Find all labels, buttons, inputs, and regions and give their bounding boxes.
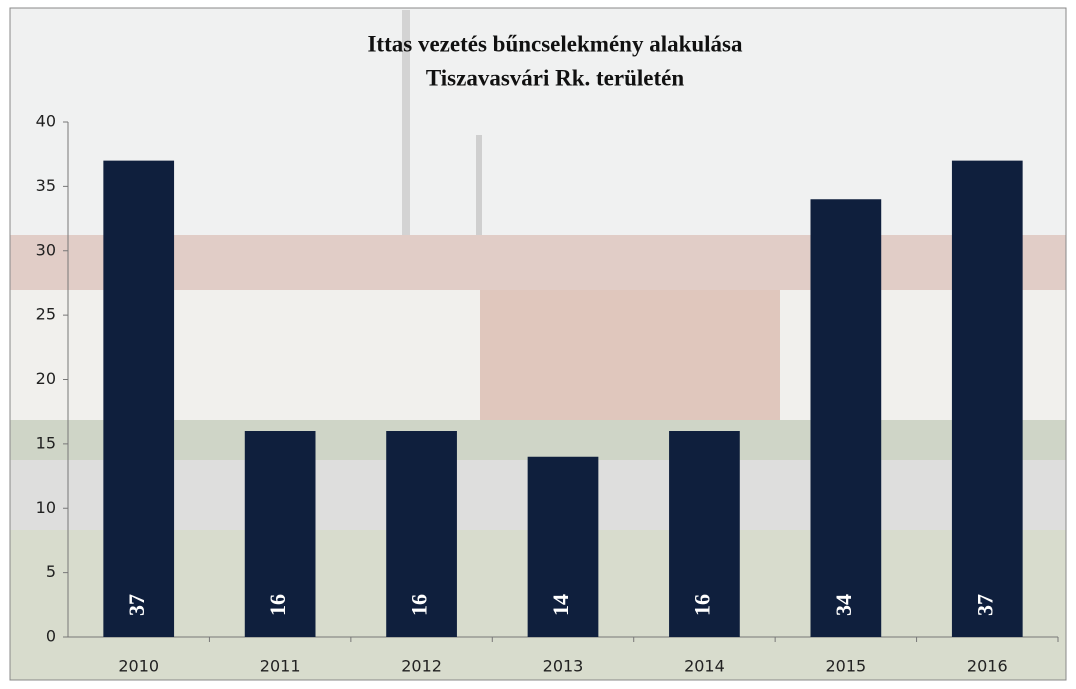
bar [951,160,1023,637]
y-tick-label: 10 [36,498,56,517]
y-tick-label: 40 [36,112,56,131]
data-label: 37 [972,594,997,616]
bar [669,431,740,637]
x-tick-label: 2015 [825,657,866,676]
chart-frame [9,7,1067,681]
y-tick-label: 5 [46,562,56,581]
y-tick-label: 25 [36,305,56,324]
x-tick-label: 2012 [401,657,442,676]
bar [244,431,316,637]
y-tick-label: 35 [36,176,56,195]
x-tick-label: 2011 [260,657,301,676]
x-tick-label: 2014 [684,657,725,676]
chart-title: Tiszavasvári Rk. területén [426,65,685,90]
x-tick-label: 2016 [967,657,1008,676]
bar [527,456,599,637]
data-label: 16 [689,594,714,616]
x-tick-label: 2013 [543,657,584,676]
x-tick-label: 2010 [118,657,159,676]
bar [386,431,457,637]
y-tick-label: 30 [36,240,56,259]
chart-title: Ittas vezetés bűncselekmény alakulása [367,31,743,56]
data-label: 37 [124,594,149,616]
y-tick-label: 0 [46,627,56,646]
bar [810,199,882,637]
data-label: 34 [831,594,856,616]
data-label: 16 [407,594,432,616]
data-label: 14 [548,594,573,616]
y-tick-label: 20 [36,369,56,388]
bar [103,160,175,637]
y-tick-label: 15 [36,433,56,452]
data-label: 16 [265,594,290,616]
